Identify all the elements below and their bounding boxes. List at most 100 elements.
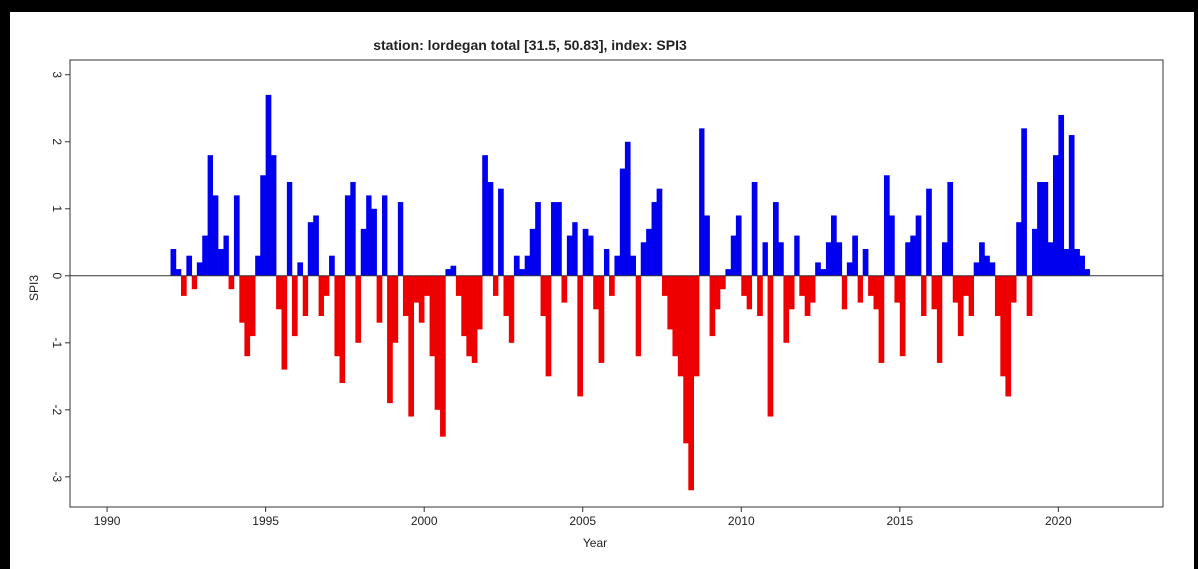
bar bbox=[392, 275, 399, 343]
bar bbox=[471, 275, 478, 363]
bar bbox=[994, 275, 1001, 317]
bar bbox=[434, 275, 441, 410]
bar bbox=[804, 275, 811, 317]
bar bbox=[202, 235, 208, 276]
x-tick-label: 2005 bbox=[569, 514, 596, 528]
bar bbox=[941, 242, 948, 276]
bar bbox=[979, 242, 985, 276]
bar bbox=[624, 141, 631, 276]
bar bbox=[767, 275, 774, 417]
bar bbox=[413, 275, 420, 303]
bar bbox=[492, 275, 499, 296]
bar bbox=[963, 275, 969, 296]
bar bbox=[323, 275, 330, 296]
bar bbox=[334, 275, 340, 357]
bar bbox=[646, 228, 652, 276]
bar bbox=[408, 275, 415, 417]
bar bbox=[318, 275, 324, 317]
bar bbox=[667, 275, 673, 330]
bar bbox=[376, 275, 383, 323]
bar bbox=[952, 275, 959, 303]
chart-title: station: lordegan total [31.5, 50.83], i… bbox=[373, 37, 687, 53]
bar bbox=[815, 262, 821, 276]
bar bbox=[757, 275, 763, 317]
y-tick-label: 0 bbox=[50, 272, 64, 279]
bar bbox=[588, 235, 594, 276]
bar bbox=[677, 275, 684, 377]
bar bbox=[704, 215, 710, 276]
y-tick-label: 2 bbox=[50, 138, 64, 145]
bar bbox=[936, 275, 943, 363]
y-tick-label: -2 bbox=[50, 404, 64, 415]
bar bbox=[529, 228, 536, 276]
chart: station: lordegan total [31.5, 50.83], i… bbox=[27, 37, 1164, 550]
bar bbox=[910, 235, 916, 276]
bar bbox=[683, 275, 689, 444]
bar bbox=[360, 228, 367, 276]
bar bbox=[291, 275, 298, 337]
bar bbox=[180, 275, 187, 296]
bar bbox=[371, 208, 377, 276]
bar bbox=[1021, 128, 1027, 276]
bar bbox=[899, 275, 906, 357]
x-tick-label: 2015 bbox=[886, 514, 913, 528]
bar bbox=[725, 269, 732, 276]
bar bbox=[233, 195, 240, 276]
bar bbox=[450, 265, 457, 276]
bar bbox=[307, 222, 314, 276]
bar bbox=[1016, 222, 1022, 276]
bar bbox=[746, 275, 753, 310]
bar bbox=[535, 202, 541, 276]
bar bbox=[672, 275, 679, 357]
bar bbox=[223, 235, 229, 276]
bar bbox=[244, 275, 251, 357]
bar bbox=[276, 275, 282, 310]
bar bbox=[984, 255, 990, 276]
bar bbox=[846, 262, 853, 276]
plot-area bbox=[69, 59, 1164, 508]
bar bbox=[947, 181, 954, 276]
bar bbox=[313, 215, 319, 276]
bar bbox=[699, 128, 705, 276]
bar bbox=[603, 248, 610, 276]
x-tick-label: 1990 bbox=[94, 514, 121, 528]
bar bbox=[1000, 275, 1006, 377]
bar bbox=[265, 94, 272, 276]
bar bbox=[440, 275, 446, 437]
bar bbox=[175, 269, 182, 276]
y-tick-label: -1 bbox=[50, 337, 64, 348]
bar bbox=[883, 175, 890, 276]
bar bbox=[640, 242, 647, 276]
bar bbox=[1026, 275, 1033, 317]
bar bbox=[931, 275, 938, 310]
bar bbox=[598, 275, 605, 363]
bar bbox=[260, 175, 266, 276]
bar bbox=[957, 275, 964, 337]
y-axis-label: SPI3 bbox=[27, 275, 41, 301]
bar bbox=[382, 195, 388, 276]
bar bbox=[973, 262, 980, 276]
bar bbox=[1063, 248, 1070, 276]
bar bbox=[831, 215, 837, 276]
bar bbox=[1074, 248, 1080, 276]
bar bbox=[852, 235, 858, 276]
bar bbox=[196, 262, 203, 276]
bar bbox=[889, 215, 895, 276]
bar bbox=[477, 275, 483, 330]
bar bbox=[926, 188, 932, 276]
bar bbox=[461, 275, 467, 337]
bar bbox=[297, 262, 304, 276]
bar bbox=[1032, 228, 1038, 276]
bar bbox=[249, 275, 256, 337]
bar bbox=[1052, 155, 1059, 276]
bar bbox=[519, 269, 526, 276]
bar bbox=[862, 248, 869, 276]
bar bbox=[482, 155, 488, 276]
bar bbox=[915, 215, 922, 276]
bar bbox=[191, 275, 198, 290]
bar bbox=[350, 181, 356, 276]
bar bbox=[271, 155, 277, 276]
bar bbox=[693, 275, 700, 377]
bar bbox=[635, 275, 642, 357]
